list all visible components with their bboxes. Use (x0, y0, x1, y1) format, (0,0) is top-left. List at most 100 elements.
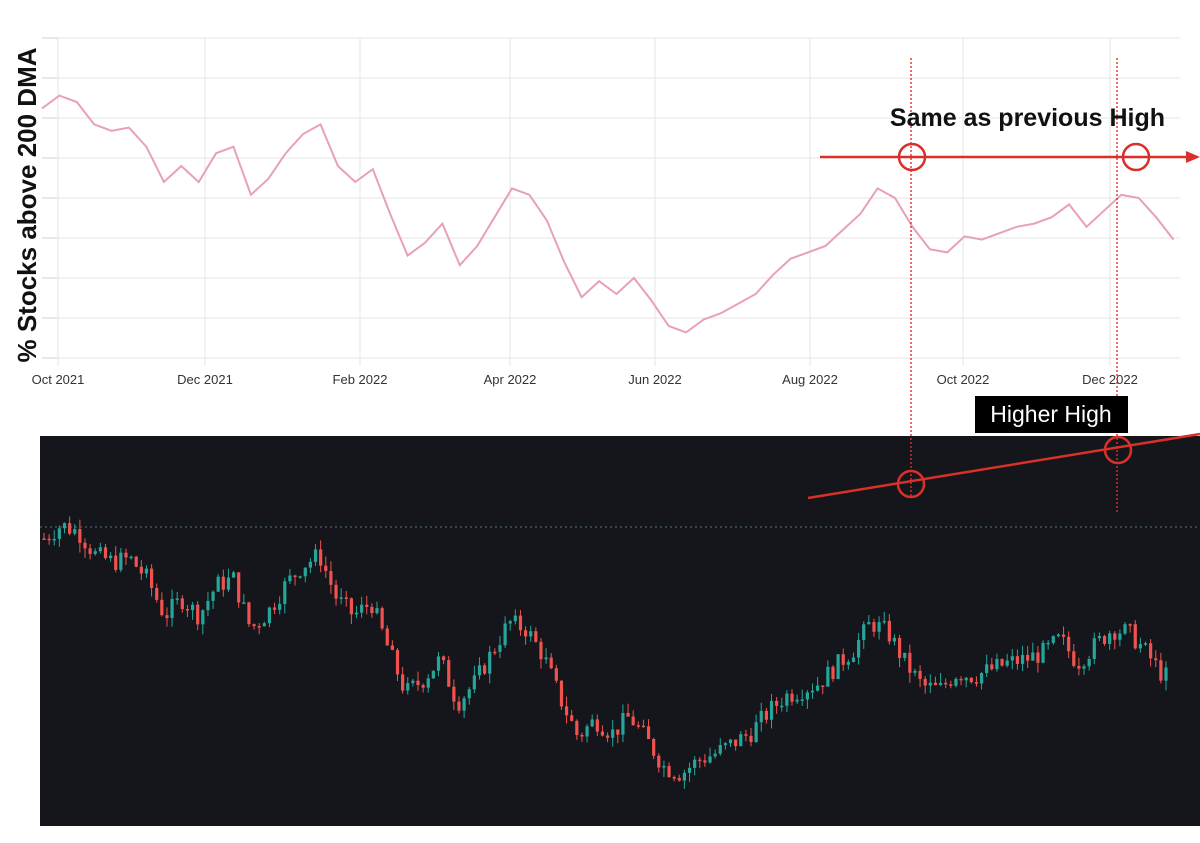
candle-body (180, 598, 184, 610)
candle-body (73, 529, 77, 534)
candle-body (324, 565, 328, 572)
candle-body (979, 673, 984, 684)
candle-body (411, 680, 415, 684)
series-line (41, 94, 1175, 334)
candle-body (426, 678, 430, 688)
candle-body (969, 677, 973, 683)
candle-body (570, 715, 574, 721)
candle-body (1036, 652, 1040, 663)
candle-body (831, 666, 835, 680)
candle-body (1143, 643, 1148, 645)
candle-body (83, 542, 87, 549)
candle-body (185, 609, 190, 611)
candle-body (841, 654, 845, 665)
candle-body (785, 693, 789, 706)
candle-body (959, 678, 963, 681)
candle-body (1031, 652, 1035, 661)
candle-body (575, 720, 579, 735)
candle-body (1082, 666, 1086, 669)
candle-body (462, 698, 466, 711)
candle-body (329, 571, 333, 585)
candle-body (1113, 633, 1117, 640)
candle-body (242, 602, 246, 604)
candle-body (913, 670, 917, 673)
x-tick-label: Aug 2022 (782, 372, 838, 387)
bottom-higher-high-circle (1103, 435, 1133, 465)
candle-body (483, 665, 487, 674)
candle-body (698, 759, 702, 762)
candle-body (611, 729, 615, 738)
candle-body (1092, 638, 1096, 659)
candle-body (739, 734, 743, 747)
candle-body (897, 637, 902, 658)
candle-body (1046, 642, 1050, 645)
candle-body (436, 656, 441, 671)
candle-body (503, 623, 507, 646)
x-tick-label: Apr 2022 (484, 372, 537, 387)
candle-body (298, 576, 302, 578)
candle-body (1123, 624, 1127, 634)
candle-body (816, 685, 820, 691)
candle-body (1077, 665, 1081, 669)
candle-body (149, 568, 154, 588)
x-tick-label: Dec 2022 (1082, 372, 1138, 387)
candle-body (1020, 654, 1025, 664)
candle-body (616, 729, 620, 735)
candle-body (206, 600, 210, 611)
candle-body (93, 551, 97, 554)
candle-body (160, 599, 164, 616)
candle-body (846, 661, 850, 665)
candle-body (1087, 658, 1091, 667)
candle-body (477, 665, 482, 676)
candle-body (646, 726, 651, 739)
candle-body (826, 666, 830, 687)
candle-body (749, 735, 753, 742)
candle-body (938, 682, 943, 686)
candle-body (636, 725, 640, 727)
candle-body (283, 581, 287, 604)
candle-body (775, 700, 779, 706)
candle-body (933, 682, 938, 686)
candle-body (718, 745, 722, 754)
candle-body (687, 767, 692, 773)
candle-body (272, 607, 277, 610)
x-axis-ticks: Oct 2021 Dec 2021 Feb 2022 Apr 2022 Jun 2022… (32, 38, 1138, 387)
candles (42, 516, 1168, 789)
candle-body (544, 657, 548, 660)
candle-body (447, 660, 451, 687)
candle-body (595, 719, 599, 732)
candle-body (196, 604, 200, 625)
candle-body (114, 555, 118, 570)
candle-body (493, 651, 497, 654)
candle-body (68, 523, 72, 534)
same-as-previous-high-label: Same as previous High (890, 104, 1165, 132)
candle-body (559, 680, 564, 707)
candle-body (672, 777, 676, 779)
candle-body (539, 641, 543, 660)
candle-body (1067, 636, 1071, 652)
candle-body (744, 734, 748, 736)
candle-body (1133, 624, 1137, 649)
candle-body (1061, 634, 1066, 637)
candle-body (421, 685, 425, 688)
candle-body (990, 664, 994, 670)
candle-body (237, 572, 241, 603)
candle-body (892, 637, 897, 642)
candle-body (585, 726, 589, 737)
candle-body (42, 538, 46, 540)
candle-body (821, 685, 825, 688)
candle-body (1149, 643, 1153, 659)
candle-body (549, 657, 553, 669)
candle-body (641, 725, 646, 728)
candle-body (1026, 654, 1030, 661)
candle-body (119, 552, 123, 570)
candle-body (57, 528, 61, 539)
candle-body (103, 547, 108, 559)
candle-body (221, 576, 225, 590)
candle-body (677, 777, 681, 781)
candle-body (467, 689, 471, 699)
trendline (807, 432, 1200, 500)
candle-body (165, 615, 169, 619)
candle-body (144, 568, 149, 574)
candle-body (1097, 635, 1101, 639)
